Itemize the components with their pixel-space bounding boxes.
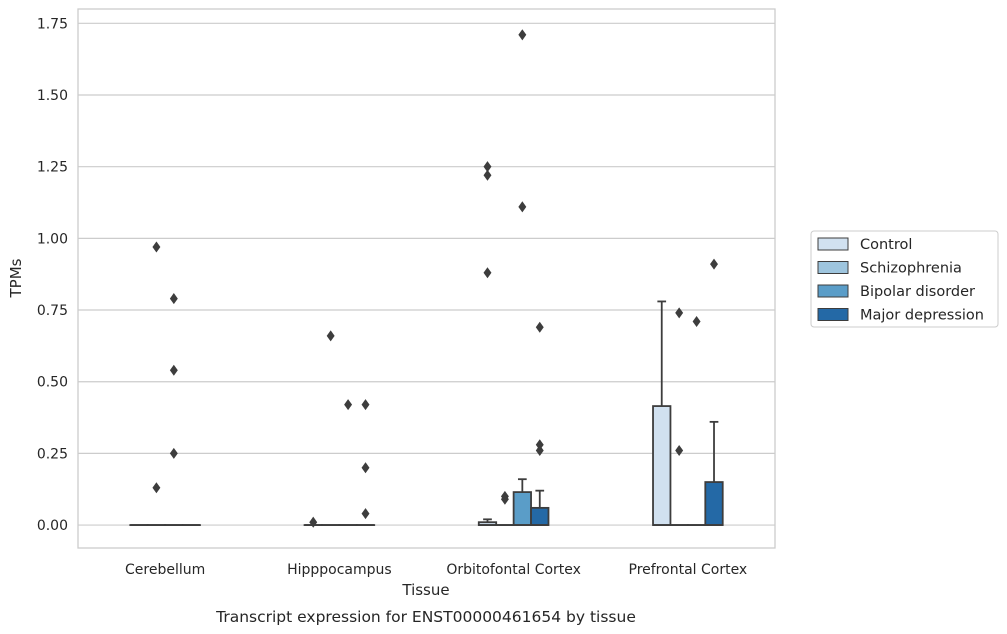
outlier-point	[710, 258, 718, 270]
x-axis-title: Tissue	[401, 581, 449, 599]
outlier-point	[518, 201, 527, 213]
box	[512, 29, 532, 526]
y-tick-label: 0.75	[37, 303, 68, 319]
plot-frame	[77, 8, 776, 549]
box	[669, 307, 689, 526]
legend-swatch	[817, 261, 849, 274]
box	[477, 161, 498, 526]
box-body	[652, 405, 672, 526]
outlier-point	[361, 462, 370, 474]
box	[321, 330, 341, 526]
legend-swatch	[817, 308, 849, 321]
gridlines	[78, 22, 775, 526]
outlier-point	[361, 399, 370, 411]
y-tick-label: 0.50	[37, 375, 68, 391]
outlier-point	[535, 321, 544, 333]
box	[303, 516, 323, 528]
legend-item: Schizophrenia	[817, 261, 962, 277]
y-tick-label: 1.00	[37, 231, 68, 247]
y-axis-ticks: 0.00 0.25 0.50 0.75 1.00 1.25 1.50 1.75	[37, 16, 68, 534]
legend: Control Schizophrenia Bipolar disorder Majo…	[810, 230, 999, 328]
legend-label: Control	[860, 237, 912, 253]
box	[146, 241, 167, 526]
x-tick-label: Orbitofontal Cortex	[446, 562, 581, 578]
x-tick-label: Cerebellum	[125, 562, 205, 578]
box	[704, 258, 724, 526]
x-tick-label: Hipppocampus	[287, 562, 392, 578]
legend-items: Control Schizophrenia Bipolar disorder Majo…	[817, 237, 984, 324]
outlier-point	[675, 445, 684, 457]
outlier-point	[169, 364, 178, 376]
box	[652, 300, 672, 526]
y-tick-label: 0.00	[37, 518, 68, 534]
legend-swatch	[817, 237, 849, 251]
box	[338, 399, 358, 526]
box	[495, 490, 515, 526]
box	[530, 321, 550, 526]
outlier-point	[152, 482, 161, 494]
y-tick-label: 1.25	[37, 160, 68, 176]
legend-frame	[810, 230, 999, 328]
y-axis-title: TPMs	[7, 258, 25, 298]
chart-caption: Transcript expression for ENST0000046165…	[215, 608, 636, 626]
legend-swatch	[817, 284, 849, 298]
legend-item: Major depression	[817, 308, 984, 324]
series-control	[129, 161, 672, 528]
box-plot-series	[129, 29, 724, 528]
box-body	[512, 491, 532, 526]
outlier-point	[152, 241, 161, 253]
outlier-point	[169, 447, 178, 459]
outlier-point	[535, 445, 544, 457]
x-tick-label: Prefrontal Cortex	[629, 562, 748, 578]
legend-label: Major depression	[860, 308, 984, 324]
outlier-point	[169, 293, 178, 305]
legend-label: Bipolar disorder	[860, 284, 975, 300]
outlier-point	[309, 516, 318, 528]
legend-item: Bipolar disorder	[817, 284, 975, 300]
box	[355, 399, 376, 526]
outlier-point	[518, 29, 527, 41]
outlier-point	[675, 307, 684, 319]
outlier-point	[483, 267, 492, 279]
outlier-point	[344, 399, 353, 411]
series-major-depression	[181, 258, 724, 526]
series-bipolar-disorder	[164, 29, 707, 526]
y-tick-label: 1.50	[37, 88, 68, 104]
outlier-point	[692, 315, 701, 328]
legend-label: Schizophrenia	[860, 261, 962, 277]
legend-item: Control	[817, 237, 912, 253]
outlier-point	[361, 508, 370, 520]
outlier-point	[483, 169, 492, 181]
box-body	[530, 506, 550, 526]
box	[686, 315, 707, 526]
y-tick-label: 0.25	[37, 446, 68, 462]
x-axis-ticks: Cerebellum Hipppocampus Orbitofontal Corte…	[125, 562, 747, 578]
box	[164, 293, 184, 526]
outlier-point	[326, 330, 335, 342]
outlier-point	[500, 493, 509, 505]
series-schizophrenia	[146, 241, 689, 526]
box-body	[704, 481, 724, 526]
y-tick-label: 1.75	[37, 16, 68, 32]
